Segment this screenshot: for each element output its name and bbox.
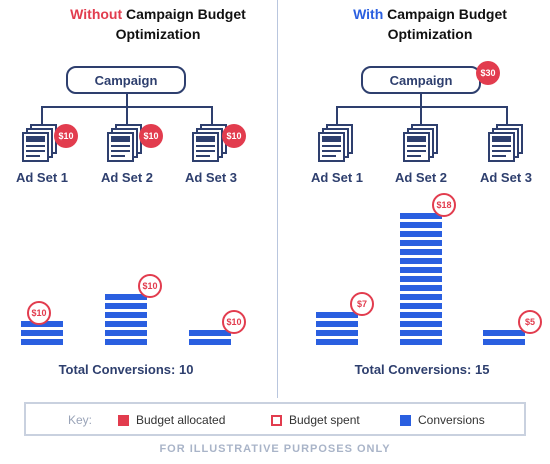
- left-campaign-label: Campaign: [94, 72, 158, 88]
- left-conversion-bar-2: [105, 294, 147, 348]
- ad-set-2-budget-badge: $10: [139, 124, 163, 148]
- right-title-line2: Optimization: [387, 26, 473, 42]
- ad-set-1-label: Ad Set 1: [310, 170, 363, 185]
- right-title-highlight: With: [353, 6, 384, 22]
- right-title: With Campaign Budget Optimization: [310, 4, 550, 44]
- conversion-segment: [21, 339, 63, 345]
- conversion-segment: [400, 330, 442, 336]
- budget-allocated-label: Budget allocated: [136, 413, 226, 427]
- right-tree-branch-2: [420, 106, 422, 124]
- right-tree-stem: [420, 94, 422, 106]
- ad-set-2-label: Ad Set 2: [394, 170, 447, 185]
- right-campaign-label: Campaign: [389, 72, 453, 88]
- left-tree-stem: [126, 94, 128, 106]
- right-tree-branch-3: [506, 106, 508, 124]
- left-title-rest: Campaign Budget: [122, 6, 246, 22]
- key-conversions: Conversions: [400, 413, 485, 427]
- ad-set-3-label: Ad Set 3: [479, 170, 532, 185]
- conversion-segment: [400, 240, 442, 246]
- conversion-segment: [400, 213, 442, 219]
- conversion-segment: [483, 330, 525, 336]
- ad-set-2-icon: [403, 124, 438, 162]
- budget-spent-swatch: [271, 414, 282, 426]
- conversion-segment: [400, 249, 442, 255]
- ad-set-1-icon: [22, 124, 57, 162]
- conversion-segment: [105, 330, 147, 336]
- left-spent-badge-2: $10: [138, 274, 162, 298]
- ad-set-3-icon: [192, 124, 227, 162]
- left-tree-branch-3: [211, 106, 213, 124]
- ad-set-3-icon: [488, 124, 523, 162]
- campaign-budget-badge: $30: [476, 61, 500, 85]
- illustrative-disclaimer: FOR ILLUSTRATIVE PURPOSES ONLY: [159, 443, 391, 455]
- budget-allocated-swatch: [118, 414, 129, 426]
- conversion-segment: [400, 303, 442, 309]
- conversion-segment: [400, 231, 442, 237]
- right-title-rest: Campaign Budget: [383, 6, 507, 22]
- left-conversion-bar-3: [189, 330, 231, 348]
- conversion-segment: [189, 330, 231, 336]
- right-campaign-box: Campaign: [361, 66, 481, 94]
- conversion-segment: [105, 294, 147, 300]
- ad-set-3-budget-badge: $10: [222, 124, 246, 148]
- left-campaign-box: Campaign: [66, 66, 186, 94]
- left-spent-badge-3: $10: [222, 310, 246, 334]
- conversion-segment: [400, 312, 442, 318]
- right-tree-branch-1: [336, 106, 338, 124]
- conversion-segment: [400, 321, 442, 327]
- right-conversion-bar-1: [316, 312, 358, 348]
- conversion-segment: [400, 339, 442, 345]
- left-title-line2: Optimization: [115, 26, 201, 42]
- budget-spent-label: Budget spent: [289, 413, 360, 427]
- right-tree-bar: [336, 106, 508, 108]
- conversion-segment: [400, 258, 442, 264]
- conversion-segment: [316, 312, 358, 318]
- ad-set-2-label: Ad Set 2: [100, 170, 153, 185]
- conversion-segment: [400, 285, 442, 291]
- conversions-label: Conversions: [418, 413, 485, 427]
- conversion-segment: [105, 339, 147, 345]
- ad-set-3-label: Ad Set 3: [184, 170, 237, 185]
- conversion-segment: [316, 321, 358, 327]
- conversion-segment: [400, 267, 442, 273]
- ad-set-1-label: Ad Set 1: [15, 170, 68, 185]
- right-total-conversions: Total Conversions: 15: [354, 362, 490, 377]
- conversion-segment: [400, 222, 442, 228]
- conversion-segment: [400, 276, 442, 282]
- left-spent-badge-1: $10: [27, 301, 51, 325]
- key-label: Key:: [68, 413, 93, 427]
- right-conversion-bar-2: [400, 213, 442, 348]
- left-total-conversions: Total Conversions: 10: [58, 362, 194, 377]
- left-tree-branch-2: [126, 106, 128, 124]
- left-conversion-bar-1: [21, 321, 63, 348]
- key-budget-spent: Budget spent: [271, 413, 360, 427]
- right-spent-badge-2: $18: [432, 193, 456, 217]
- conversion-segment: [21, 330, 63, 336]
- legend-key: Key: Budget allocated Budget spent Conve…: [24, 402, 526, 436]
- conversion-segment: [105, 312, 147, 318]
- left-tree-branch-1: [41, 106, 43, 124]
- right-spent-badge-3: $5: [518, 310, 542, 334]
- conversion-segment: [105, 303, 147, 309]
- conversion-segment: [105, 321, 147, 327]
- conversion-segment: [400, 294, 442, 300]
- ad-set-2-icon: [107, 124, 142, 162]
- right-spent-badge-1: $7: [350, 292, 374, 316]
- ad-set-1-icon: [318, 124, 353, 162]
- conversion-segment: [483, 339, 525, 345]
- conversions-swatch: [400, 414, 411, 426]
- conversion-segment: [316, 330, 358, 336]
- key-label-item: Key:: [68, 413, 92, 427]
- left-title: Without Campaign Budget Optimization: [38, 4, 278, 44]
- conversion-segment: [189, 339, 231, 345]
- key-budget-allocated: Budget allocated: [118, 413, 225, 427]
- panel-divider: [277, 0, 278, 398]
- left-title-highlight: Without: [70, 6, 123, 22]
- conversion-segment: [316, 339, 358, 345]
- right-conversion-bar-3: [483, 330, 525, 348]
- ad-set-1-budget-badge: $10: [54, 124, 78, 148]
